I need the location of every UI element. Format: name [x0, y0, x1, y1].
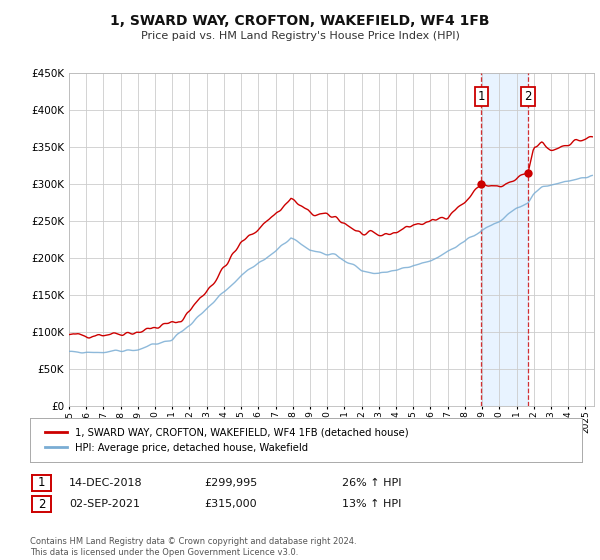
Text: 2: 2	[38, 497, 45, 511]
Text: 26% ↑ HPI: 26% ↑ HPI	[342, 478, 401, 488]
Text: Price paid vs. HM Land Registry's House Price Index (HPI): Price paid vs. HM Land Registry's House …	[140, 31, 460, 41]
Text: 02-SEP-2021: 02-SEP-2021	[69, 499, 140, 509]
Text: 14-DEC-2018: 14-DEC-2018	[69, 478, 143, 488]
Text: Contains HM Land Registry data © Crown copyright and database right 2024.: Contains HM Land Registry data © Crown c…	[30, 537, 356, 546]
Text: 2: 2	[524, 90, 532, 103]
Legend: 1, SWARD WAY, CROFTON, WAKEFIELD, WF4 1FB (detached house), HPI: Average price, : 1, SWARD WAY, CROFTON, WAKEFIELD, WF4 1F…	[41, 423, 412, 457]
Text: This data is licensed under the Open Government Licence v3.0.: This data is licensed under the Open Gov…	[30, 548, 298, 557]
Text: 13% ↑ HPI: 13% ↑ HPI	[342, 499, 401, 509]
Text: 1: 1	[38, 476, 45, 489]
Text: £315,000: £315,000	[204, 499, 257, 509]
Text: 1: 1	[478, 90, 485, 103]
Bar	[481, 73, 528, 406]
Text: 1, SWARD WAY, CROFTON, WAKEFIELD, WF4 1FB: 1, SWARD WAY, CROFTON, WAKEFIELD, WF4 1F…	[110, 14, 490, 28]
Text: £299,995: £299,995	[204, 478, 257, 488]
